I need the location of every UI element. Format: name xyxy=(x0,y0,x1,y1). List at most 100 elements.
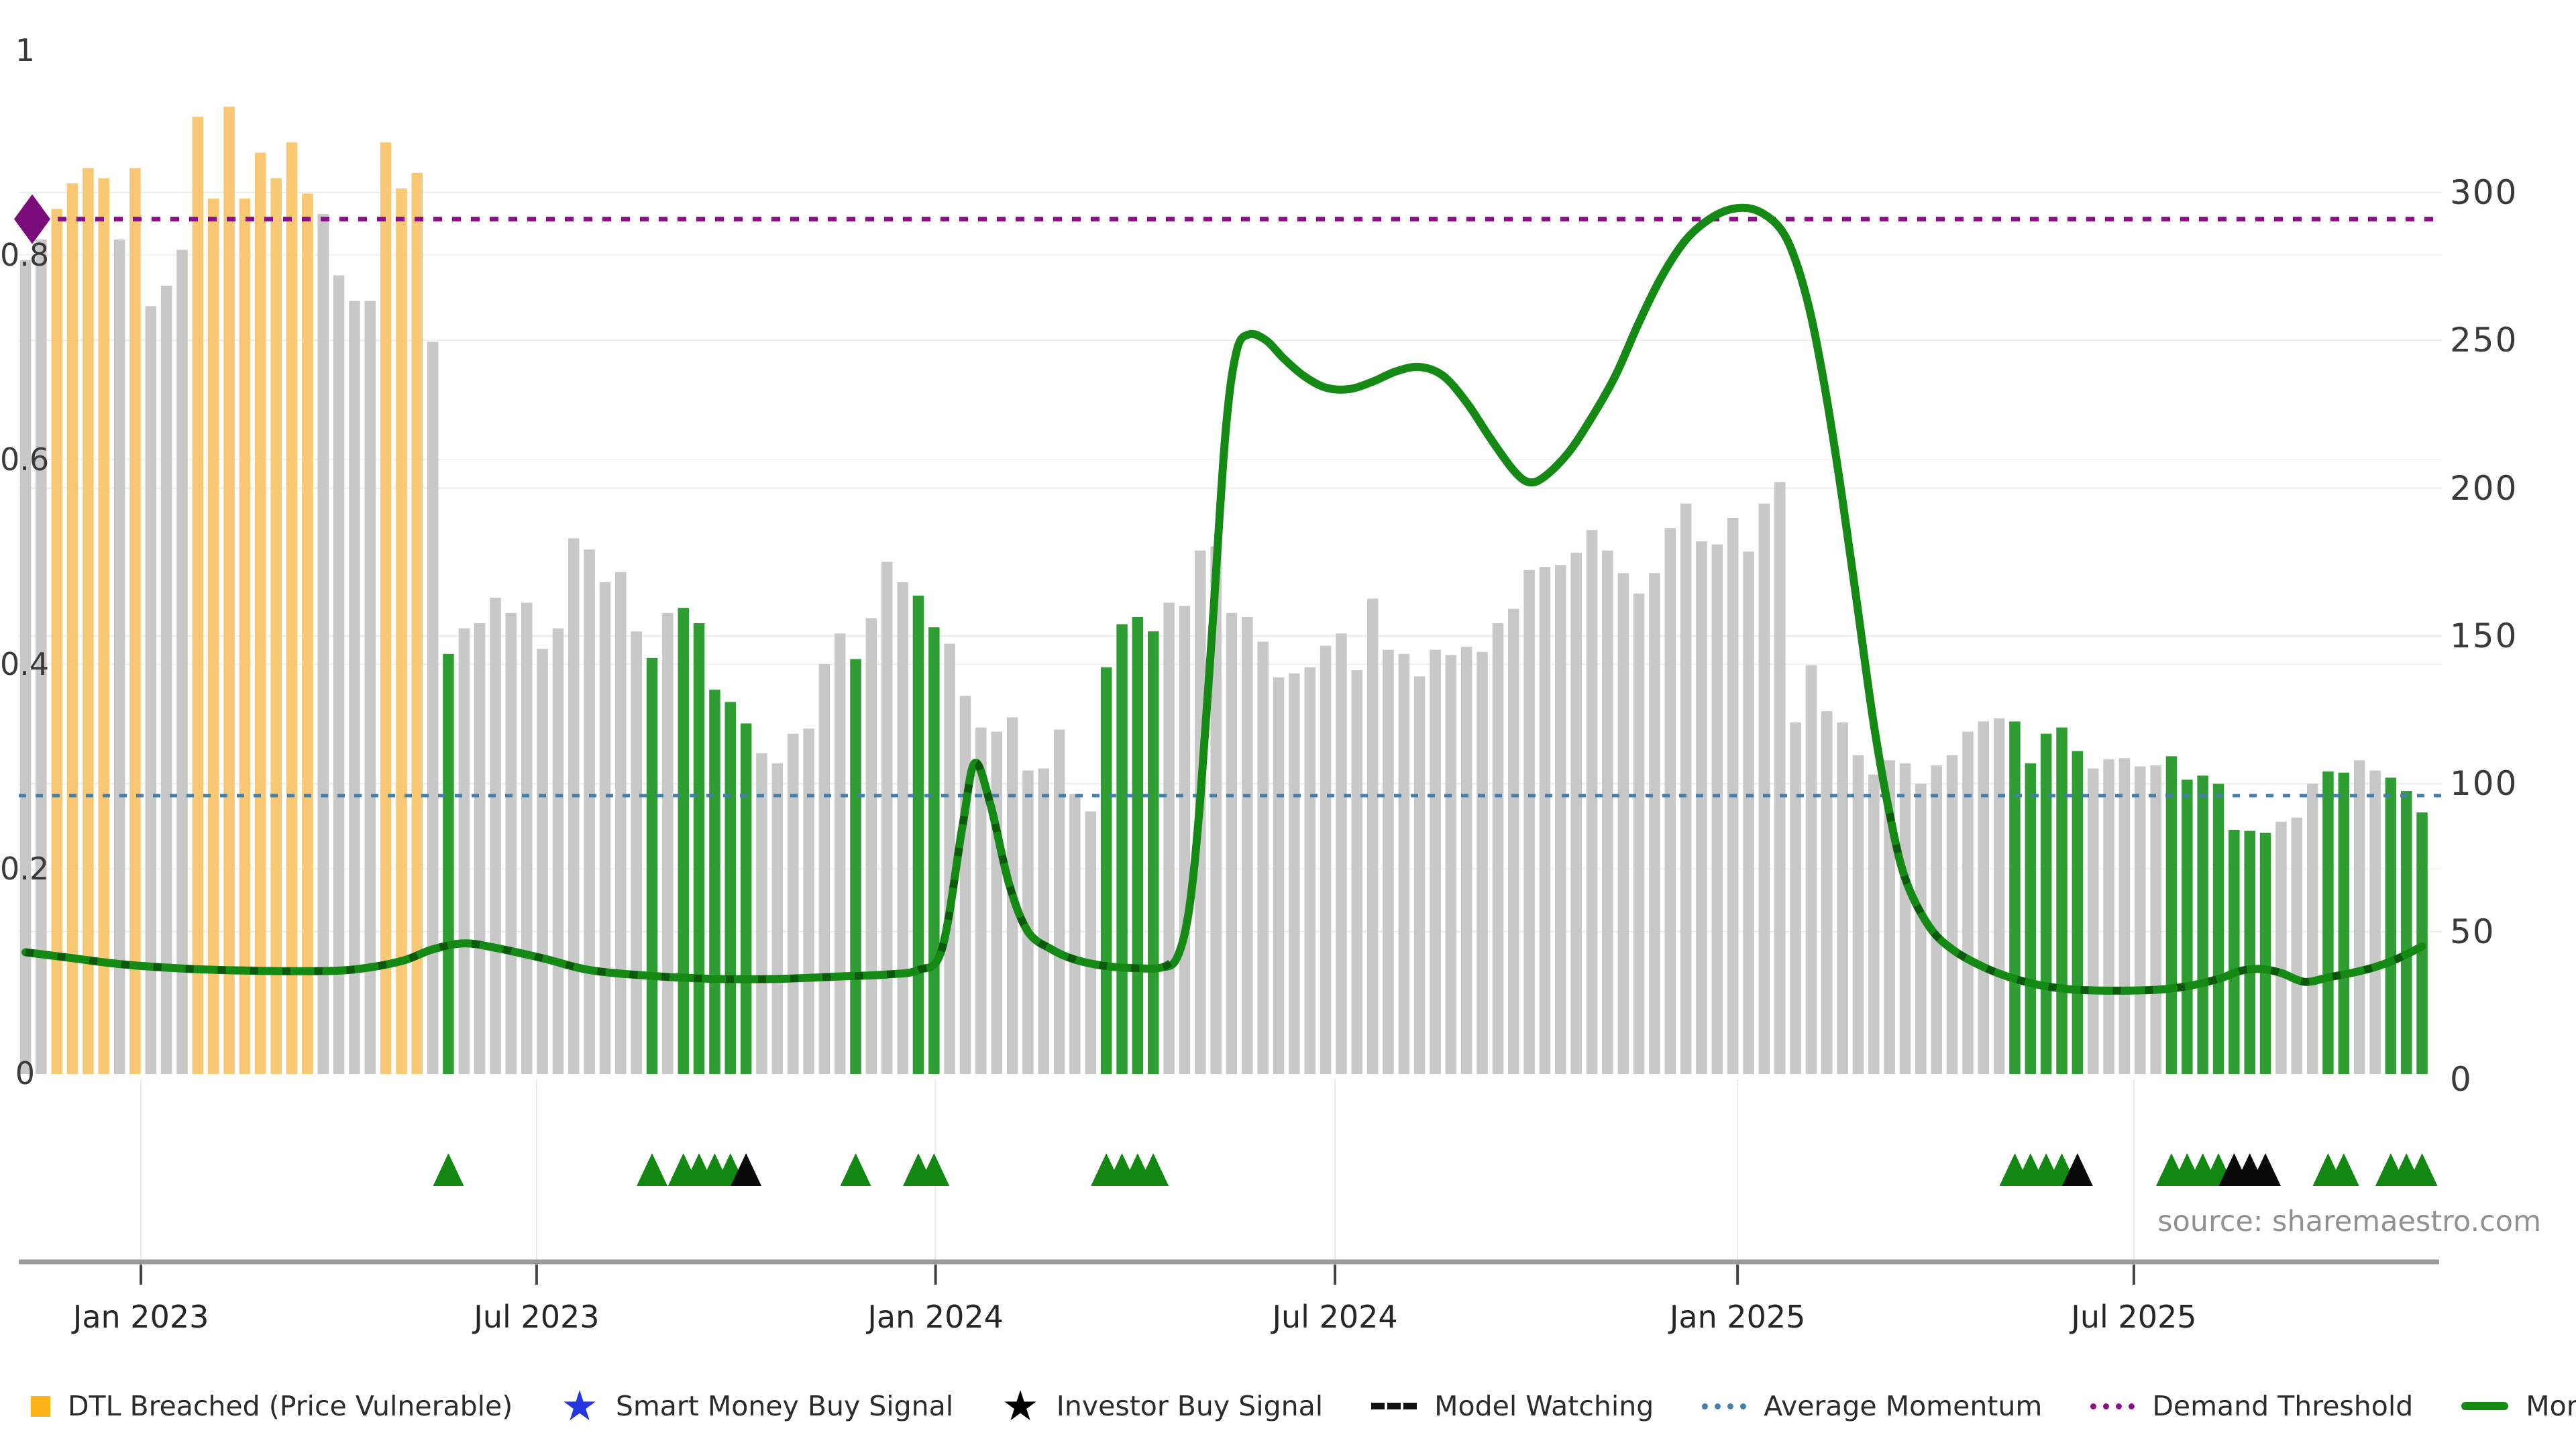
accumulation-bar xyxy=(2259,833,2271,1074)
dtl-breached-bar xyxy=(380,142,392,1075)
close-price-bar xyxy=(474,623,486,1074)
left-axis-tick-label: 1 xyxy=(15,32,35,68)
close-price-bar xyxy=(835,633,846,1075)
accumulation-bar xyxy=(678,608,689,1074)
left-axis-tick-label: 0 xyxy=(15,1055,35,1091)
close-price-bar xyxy=(364,301,376,1075)
star-icon: ★ xyxy=(1002,1381,1039,1430)
close-price-bar xyxy=(1743,551,1754,1075)
close-price-bar xyxy=(1915,784,1927,1074)
close-price-bar xyxy=(317,214,329,1074)
right-axis-tick-label: 150 xyxy=(2450,616,2518,655)
close-price-bar xyxy=(1351,670,1362,1074)
close-price-bar xyxy=(1257,641,1269,1074)
close-price-bar xyxy=(584,549,595,1074)
close-price-bar xyxy=(1523,570,1535,1074)
close-price-bar xyxy=(505,612,517,1075)
close-price-bar xyxy=(756,753,767,1074)
accumulation-triangle-marker xyxy=(2328,1153,2359,1186)
dotted-line-icon xyxy=(1702,1403,1747,1409)
accumulation-bar xyxy=(850,659,861,1074)
dtl-breached-bar xyxy=(98,178,109,1075)
legend-label: DTL Breached (Price Vulnerable) xyxy=(67,1390,513,1422)
accumulation-bar xyxy=(2322,771,2334,1074)
dtl-breached-bar xyxy=(66,183,78,1075)
close-price-bar xyxy=(1602,550,1613,1074)
close-price-bar xyxy=(176,250,188,1074)
x-axis-tick-label: Jan 2025 xyxy=(1669,1299,1806,1335)
close-price-bar xyxy=(1242,616,1253,1074)
momentum-signal-line xyxy=(21,203,2426,995)
close-price-bar xyxy=(897,582,908,1074)
accumulation-bar xyxy=(2244,830,2255,1074)
close-price-bar xyxy=(1508,608,1519,1074)
dtl-breached-bar xyxy=(51,209,62,1074)
close-price-bar xyxy=(1570,552,1582,1074)
close-price-bar xyxy=(1430,649,1441,1074)
close-price-bar xyxy=(1790,722,1801,1074)
close-price-bar xyxy=(787,733,799,1074)
close-price-bar xyxy=(521,602,533,1074)
accumulation-bar xyxy=(740,723,752,1074)
accumulation-bar xyxy=(724,702,736,1074)
close-price-bar xyxy=(662,612,674,1075)
accumulation-bar xyxy=(1116,624,1128,1074)
legend-label: Average Momentum xyxy=(1764,1390,2043,1422)
accumulation-bar xyxy=(2212,784,2224,1074)
close-price-bar xyxy=(1962,731,1974,1074)
dashed-line-icon xyxy=(1371,1403,1417,1409)
accumulation-bar xyxy=(2040,733,2052,1074)
close-price-bar xyxy=(1163,602,1175,1074)
close-price-bar xyxy=(1649,573,1660,1074)
close-price-bar xyxy=(599,582,611,1074)
close-price-bar xyxy=(818,664,830,1074)
dtl-breached-bar xyxy=(396,188,407,1074)
dtl-breached-bar xyxy=(286,142,298,1075)
accumulation-bar xyxy=(2056,727,2068,1074)
accumulation-bar xyxy=(2072,751,2084,1074)
left-axis-tick-label: 0.2 xyxy=(0,851,50,887)
close-price-bar xyxy=(1805,665,1817,1074)
accumulation-bar xyxy=(2229,830,2240,1074)
line-icon xyxy=(2461,1402,2509,1410)
close-price-bar xyxy=(2353,760,2365,1074)
close-price-bar xyxy=(427,341,439,1075)
close-price-bar xyxy=(1336,633,1347,1075)
close-price-bar xyxy=(1445,655,1457,1074)
legend-label: Smart Money Buy Signal xyxy=(615,1390,954,1422)
close-price-bar xyxy=(1555,565,1566,1074)
dtl-breached-bar xyxy=(83,168,94,1074)
accumulation-triangle-marker xyxy=(637,1153,667,1186)
close-price-bar xyxy=(1022,770,1034,1074)
accumulation-bar xyxy=(2338,772,2350,1074)
close-price-bar xyxy=(349,301,360,1075)
right-axis-tick-label: 200 xyxy=(2450,468,2518,508)
close-price-bar xyxy=(1696,541,1707,1074)
accumulation-bar xyxy=(912,595,924,1074)
legend-swatch xyxy=(30,1395,50,1417)
close-price-bar xyxy=(1477,651,1488,1074)
accumulation-bar xyxy=(1148,631,1159,1074)
close-price-bar xyxy=(2118,758,2131,1074)
x-axis-tick-label: Jan 2023 xyxy=(72,1299,209,1335)
legend-item: ★ Investor Buy Signal xyxy=(1002,1381,1323,1430)
accumulation-bar xyxy=(709,690,720,1074)
accumulation-triangle-marker xyxy=(433,1153,464,1186)
close-price-bar xyxy=(1304,667,1316,1074)
close-price-bar xyxy=(2291,817,2302,1075)
close-price-bar xyxy=(1758,503,1770,1074)
close-price-bar xyxy=(2103,759,2114,1074)
dtl-breached-bar xyxy=(192,117,204,1075)
legend-label: Momentum Signal xyxy=(2526,1390,2576,1422)
close-price-bar xyxy=(113,239,125,1075)
left-axis-tick-label: 0.8 xyxy=(0,237,50,273)
close-price-bar xyxy=(1398,653,1410,1075)
accumulation-bar xyxy=(2025,763,2037,1074)
close-price-bar xyxy=(2135,766,2146,1074)
accumulation-triangle-marker xyxy=(2406,1153,2438,1186)
close-price-bar xyxy=(458,628,470,1074)
close-price-bar xyxy=(160,285,172,1075)
close-price-bar xyxy=(1993,718,2005,1074)
close-price-bar xyxy=(1461,647,1472,1074)
accumulation-bar xyxy=(2182,780,2193,1074)
